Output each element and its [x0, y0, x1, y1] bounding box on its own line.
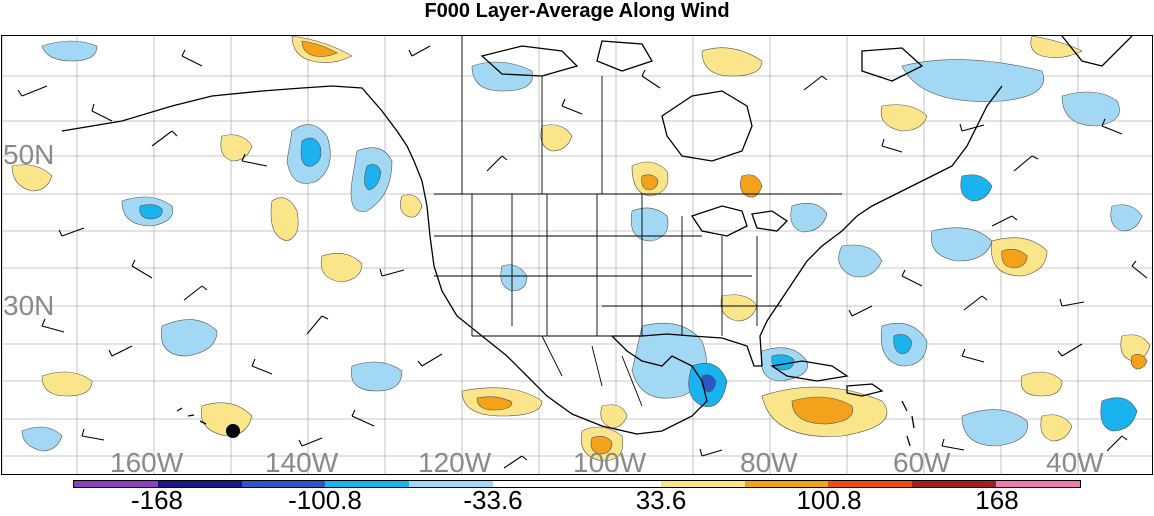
- colorbar-segment: [493, 481, 577, 487]
- colorbar-segment: [74, 481, 158, 487]
- colorbar-segment: [409, 481, 494, 487]
- lon-label-140w: 140W: [265, 447, 339, 478]
- colorbar-segment: [744, 481, 829, 487]
- lon-label-80w: 80W: [740, 447, 798, 478]
- lon-label-40w: 40W: [1046, 447, 1104, 478]
- lat-label-30n: 30N: [3, 290, 55, 321]
- wind-barbs: [17, 45, 1148, 469]
- colorbar-segment: [157, 481, 242, 487]
- map-panel: [1, 35, 1153, 475]
- lon-label-100w: 100W: [573, 447, 647, 478]
- colorbar: [73, 480, 1081, 488]
- colorbar-segment: [996, 481, 1080, 487]
- lon-label-120w: 120W: [418, 447, 492, 478]
- coastlines: [61, 36, 1133, 447]
- political-borders: [434, 36, 842, 407]
- graticule: [2, 36, 1152, 474]
- colorbar-label-neg168: -168: [130, 485, 184, 515]
- colorbar-segment: [912, 481, 997, 487]
- shaded-field: [11, 36, 1151, 462]
- colorbar-segment: [660, 481, 745, 487]
- lon-label-160w: 160W: [110, 447, 184, 478]
- colorbar-label-100-8: 100.8: [796, 485, 862, 515]
- colorbar-label-168: 168: [975, 485, 1019, 515]
- colorbar-segment: [325, 481, 410, 487]
- map-title: F000 Layer-Average Along Wind: [424, 0, 730, 22]
- location-marker: [226, 424, 240, 438]
- lon-label-60w: 60W: [893, 447, 951, 478]
- colorbar-segment: [241, 481, 326, 487]
- lat-label-50n: 50N: [3, 139, 55, 170]
- map-canvas: [2, 36, 1152, 474]
- colorbar-segment: [576, 481, 661, 487]
- colorbar-label-33-6: 33.6: [635, 485, 687, 515]
- colorbar-label-neg100-8: -100.8: [288, 485, 362, 515]
- colorbar-segment: [828, 481, 913, 487]
- colorbar-label-neg33-6: -33.6: [463, 485, 523, 515]
